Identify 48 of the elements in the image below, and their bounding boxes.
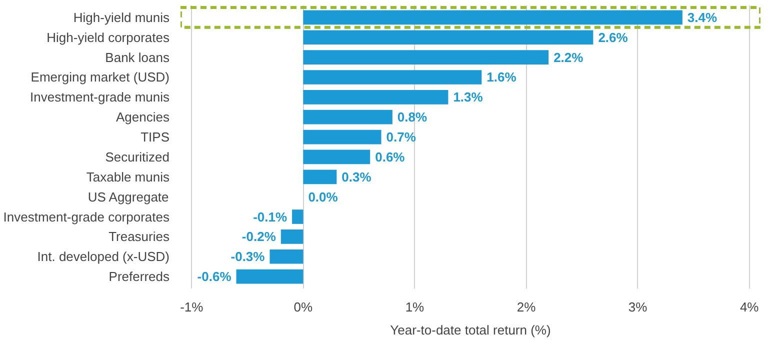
y-tick-label: Bank loans	[105, 50, 170, 65]
data-label: 0.6%	[375, 149, 406, 164]
data-label: 1.6%	[486, 70, 517, 85]
bar	[303, 70, 482, 84]
y-tick-label: Treasuries	[108, 229, 170, 244]
bar	[303, 170, 337, 184]
bar	[280, 230, 304, 244]
bar	[303, 150, 370, 164]
y-tick-label: Taxable munis	[86, 169, 170, 184]
data-label: 3.4%	[687, 10, 718, 25]
y-tick-label: Agencies	[116, 110, 170, 125]
bar	[303, 50, 549, 64]
x-tick-label: 4%	[740, 300, 760, 314]
data-label: -0.3%	[230, 249, 266, 264]
bar	[303, 110, 392, 124]
y-tick-label: Emerging market (USD)	[30, 70, 170, 85]
y-tick-label: TIPS	[140, 130, 170, 145]
bar	[292, 210, 304, 224]
bar	[303, 130, 382, 144]
y-tick-label: Investment-grade corporates	[3, 209, 170, 224]
data-label: 0.8%	[397, 110, 428, 125]
data-label: 2.2%	[554, 50, 584, 65]
bar	[236, 269, 304, 284]
x-tick-label: 1%	[405, 300, 425, 314]
data-label: 0.0%	[308, 189, 338, 204]
y-tick-label: High-yield corporates	[46, 30, 170, 45]
bar	[303, 90, 448, 104]
y-tick-label: US Aggregate	[88, 189, 169, 204]
bar	[270, 249, 304, 264]
data-label: 0.7%	[386, 130, 416, 145]
data-label: 1.3%	[453, 90, 484, 105]
data-label: -0.6%	[197, 269, 232, 284]
data-label: 0.3%	[342, 169, 372, 184]
x-tick-label: 3%	[628, 300, 648, 314]
x-tick-label: -1%	[180, 300, 204, 314]
x-tick-label: 2%	[516, 300, 536, 314]
y-tick-label: Investment-grade munis	[30, 90, 170, 105]
y-tick-label: Int. developed (x-USD)	[37, 249, 170, 264]
bar	[303, 30, 594, 45]
x-axis-title: Year-to-date total return (%)	[390, 322, 551, 338]
data-label: -0.1%	[253, 209, 288, 224]
y-tick-label: Securitized	[105, 149, 170, 164]
data-label: -0.2%	[242, 229, 276, 244]
y-tick-label: Preferreds	[108, 269, 170, 284]
y-tick-label: High-yield munis	[73, 10, 170, 25]
bar	[303, 10, 682, 25]
x-tick-label: 0%	[294, 300, 314, 314]
data-label: 2.6%	[598, 30, 628, 45]
